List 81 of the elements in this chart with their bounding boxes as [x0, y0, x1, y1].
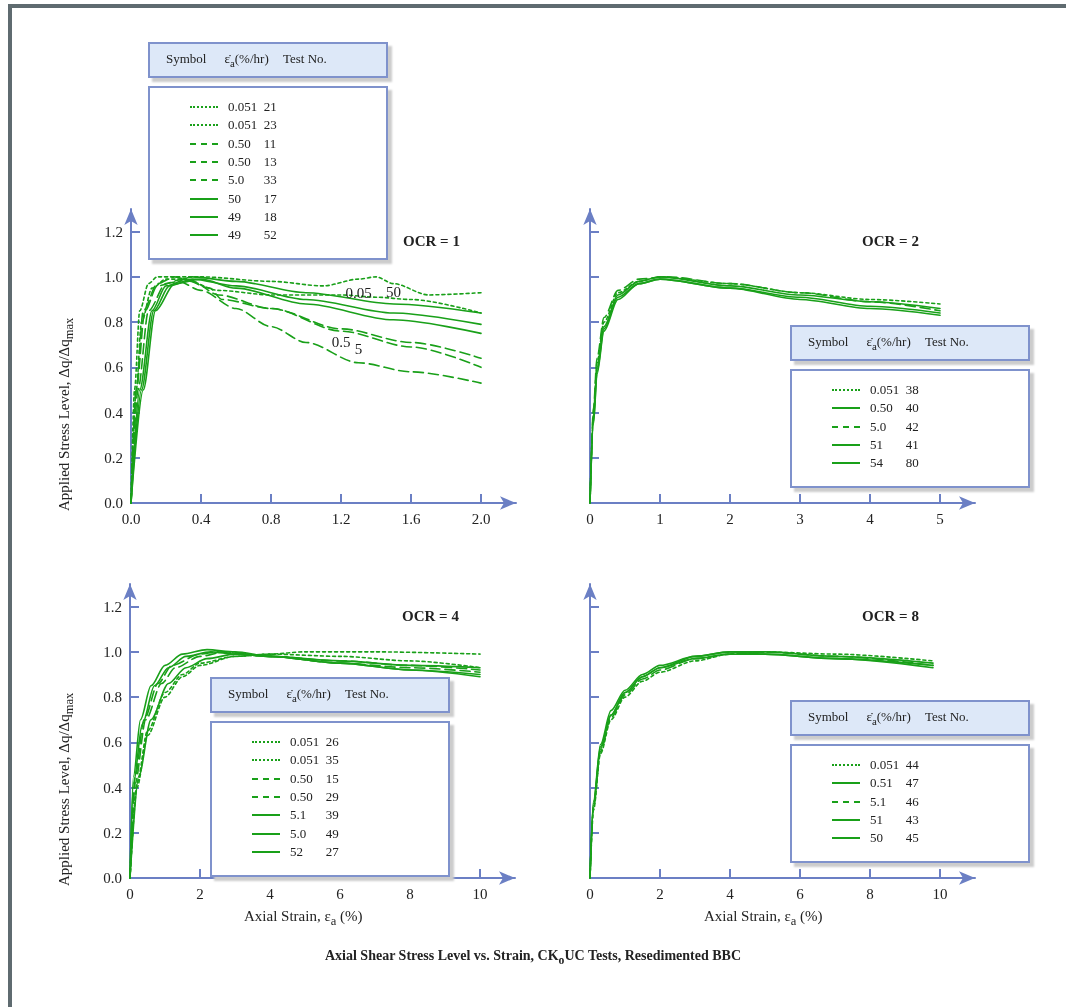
legend-label: 0.051 35 — [290, 752, 339, 769]
legend-label: 0.051 44 — [870, 757, 919, 774]
x-tick-label: 0 — [586, 885, 594, 902]
x-tick-label: 0.8 — [261, 510, 281, 527]
legend-label: 0.051 38 — [870, 382, 919, 399]
x-tick-label: 2.0 — [471, 510, 491, 527]
legend-label: 50 17 — [228, 190, 277, 207]
legend-label: 49 18 — [228, 208, 277, 225]
legend-label: 5.1 46 — [870, 793, 919, 810]
legend-label: 0.50 15 — [290, 770, 339, 787]
text: OCR = 2 — [862, 233, 919, 250]
legend-label: 0.50 13 — [228, 154, 277, 171]
x-tick-label: 2 — [656, 885, 664, 902]
x-tick-label: 10 — [472, 885, 488, 902]
x-tick-label: 3 — [796, 510, 804, 527]
x-tick-label: 6 — [796, 885, 805, 902]
x-tick-label: 10 — [932, 885, 948, 902]
text: Axial Shear Stress Level vs. Strain, CK$_{o}$UC Tests, Resedimented BBC — [324, 948, 742, 967]
legend-label: 0.051 23 — [228, 117, 277, 134]
legend-label: 51 41 — [870, 437, 919, 454]
legend-header-box: Symbol ε̇$_{a}$(%/hr) Test No. — [210, 677, 450, 713]
legend-label: 5.1 39 — [290, 807, 339, 824]
legend-title: Symbol ε̇$_{a}$(%/hr) Test No. — [807, 709, 969, 727]
legend-label: 0.051 21 — [228, 99, 277, 116]
annotation: 0.5 — [331, 333, 351, 350]
text: OCR = 1 — [403, 233, 460, 250]
legend-label: 5.0 42 — [870, 418, 919, 435]
legend-title: Symbol ε̇$_{a}$(%/hr) Test No. — [227, 686, 389, 704]
x-tick-label: 6 — [336, 885, 345, 902]
x-tick-label: 4 — [726, 885, 735, 902]
legend-label: 0.50 40 — [870, 400, 919, 417]
legend-title: Symbol ε̇$_{a}$(%/hr) Test No. — [165, 51, 327, 69]
text: OCR = 4 — [402, 608, 459, 625]
y-tick-label: 0.8 — [104, 314, 123, 331]
legend-label: 49 52 — [228, 227, 277, 244]
x-tick-label: 0.4 — [191, 510, 211, 527]
y-tick-label: 0.4 — [104, 404, 124, 421]
x-tick-label: 2 — [196, 885, 204, 902]
text: OCR = 8 — [862, 608, 919, 625]
legend-label: 52 27 — [290, 843, 339, 860]
x-tick-label: 1.6 — [401, 510, 421, 527]
x-tick-label: 5 — [936, 510, 944, 527]
y-tick-label: 0.0 — [104, 495, 123, 511]
legend-header-box: Symbol ε̇$_{a}$(%/hr) Test No. — [790, 700, 1030, 736]
y-tick-label: 1.0 — [103, 643, 122, 660]
legend-title: Symbol ε̇$_{a}$(%/hr) Test No. — [807, 334, 969, 352]
y-tick-label: 0.8 — [103, 689, 122, 706]
y-tick-label: 0.0 — [103, 870, 122, 886]
legend-label: 5.0 49 — [290, 825, 339, 842]
annotation: 50 — [386, 283, 401, 300]
x-tick-label: 0 — [586, 510, 594, 527]
legend-label: 0.50 29 — [290, 789, 339, 806]
y-tick-label: 0.4 — [103, 779, 123, 796]
legend-label: 51 43 — [870, 812, 919, 829]
y-tick-label: 0.2 — [103, 824, 122, 841]
legend-label: 0.051 26 — [290, 734, 339, 751]
y-tick-label: 0.2 — [104, 449, 123, 466]
x-tick-label: 0 — [126, 885, 134, 902]
y-tick-label: 1.2 — [103, 598, 122, 615]
x-tick-label: 1 — [656, 510, 664, 527]
y-tick-label: 1.2 — [104, 223, 123, 240]
x-tick-label: 8 — [406, 885, 414, 902]
legend-label: 0.50 11 — [228, 135, 277, 152]
y-tick-label: 0.6 — [104, 359, 124, 376]
legend-label: 54 80 — [870, 455, 919, 472]
legend-label: 5.0 33 — [228, 172, 277, 189]
legend-header-box: Symbol ε̇$_{a}$(%/hr) Test No. — [790, 325, 1030, 361]
x-axis-title: Axial Strain, ε$_{a}$ (%) — [243, 908, 363, 929]
y-tick-label: 1.0 — [104, 268, 123, 285]
x-tick-label: 0.0 — [121, 510, 141, 527]
legend-header-box: Symbol ε̇$_{a}$(%/hr) Test No. — [148, 42, 388, 78]
x-axis-title: Axial Strain, ε$_{a}$ (%) — [703, 908, 823, 929]
x-tick-label: 4 — [266, 885, 275, 902]
x-tick-label: 8 — [866, 885, 874, 902]
x-tick-label: 4 — [866, 510, 875, 527]
x-tick-label: 2 — [726, 510, 734, 527]
legend-label: 0.51 47 — [870, 775, 919, 792]
legend-label: 50 45 — [870, 830, 919, 847]
x-tick-label: 1.2 — [331, 510, 351, 527]
annotation: 5 — [354, 340, 363, 357]
y-tick-label: 0.6 — [103, 734, 123, 751]
